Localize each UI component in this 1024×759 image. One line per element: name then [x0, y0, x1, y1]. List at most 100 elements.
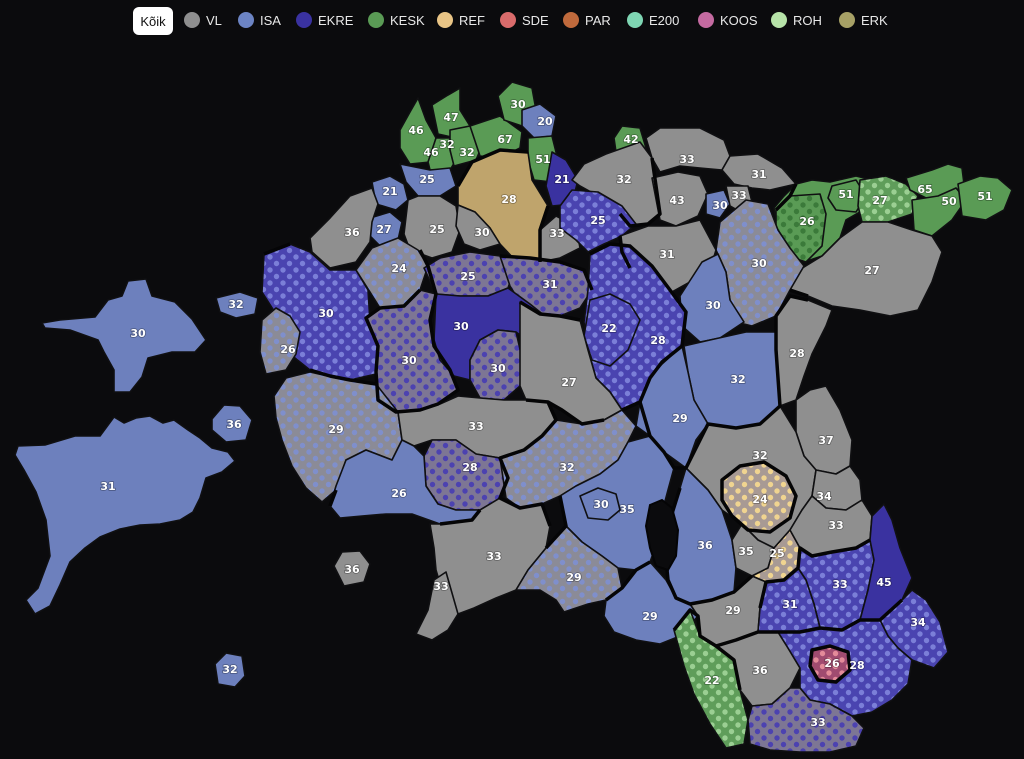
region-value-label: 36: [344, 563, 360, 576]
region-value-label: 25: [769, 547, 784, 560]
region[interactable]: [41, 278, 207, 393]
region-value-label: 30: [318, 307, 334, 320]
region-value-label: 33: [468, 420, 483, 433]
region[interactable]: [14, 415, 236, 615]
region-value-label: 67: [497, 133, 512, 146]
county-borders: [263, 148, 904, 691]
region[interactable]: [651, 171, 709, 227]
region-value-label: 30: [510, 98, 526, 111]
filter-all-button[interactable]: Kõik: [133, 7, 173, 35]
legend-label-vl: VL: [206, 12, 222, 28]
party-filter-bar: Kõik VL ISA EKRE KESK REF SDE PAR E200 K…: [0, 0, 1024, 40]
region[interactable]: [211, 404, 253, 443]
region-value-label: 28: [650, 334, 665, 347]
region[interactable]: [957, 175, 1013, 221]
legend-item-koos[interactable]: KOOS: [698, 10, 758, 30]
region[interactable]: [415, 571, 459, 641]
legend-item-erk[interactable]: ERK: [839, 10, 888, 30]
region-value-label: 29: [566, 571, 581, 584]
region-value-label: 65: [917, 183, 932, 196]
legend-item-ekre[interactable]: EKRE: [296, 10, 353, 30]
region-value-label: 43: [669, 194, 684, 207]
legend-label-e200: E200: [649, 12, 680, 28]
region-value-label: 32: [730, 373, 745, 386]
region[interactable]: [859, 503, 913, 621]
region-value-label: 36: [226, 418, 242, 431]
region-value-label: 26: [799, 215, 815, 228]
region-value-label: 24: [391, 262, 407, 275]
legend-item-e200[interactable]: E200: [627, 10, 679, 30]
region-value-label: 36: [752, 664, 768, 677]
region[interactable]: [679, 253, 745, 343]
region-value-label: 28: [501, 193, 516, 206]
region[interactable]: [355, 237, 429, 309]
legend-label-erk: ERK: [861, 12, 888, 28]
region-value-label: 34: [816, 490, 832, 503]
region[interactable]: [431, 87, 471, 139]
region[interactable]: [329, 439, 481, 525]
map-regions: [14, 81, 1013, 753]
region-value-label: 51: [977, 190, 992, 203]
region-value-label: 34: [910, 616, 926, 629]
legend-label-roh: ROH: [793, 12, 822, 28]
region[interactable]: [333, 550, 371, 587]
region[interactable]: [747, 687, 865, 753]
region-value-label: 33: [810, 716, 825, 729]
region-value-label: 28: [849, 659, 864, 672]
region-value-label: 36: [697, 539, 713, 552]
region-value-label: 27: [864, 264, 879, 277]
region-value-label: 30: [712, 199, 728, 212]
region-value-label: 30: [593, 498, 609, 511]
region[interactable]: [857, 175, 919, 223]
kesk-color-dot: [368, 12, 384, 28]
legend-item-roh[interactable]: ROH: [771, 10, 822, 30]
region[interactable]: [214, 652, 246, 688]
region-value-label: 32: [459, 146, 474, 159]
region-value-label: 36: [344, 226, 360, 239]
region-value-label: 24: [752, 493, 768, 506]
region[interactable]: [579, 487, 621, 521]
region-value-label: 30: [401, 354, 417, 367]
legend-label-par: PAR: [585, 12, 611, 28]
lake-vortsjarv: [644, 498, 680, 572]
region-value-label: 35: [738, 545, 753, 558]
legend-item-sde[interactable]: SDE: [500, 10, 549, 30]
region-value-label: 31: [100, 480, 115, 493]
region-value-label: 50: [941, 195, 957, 208]
region[interactable]: [403, 195, 461, 259]
region[interactable]: [259, 307, 301, 375]
region[interactable]: [455, 204, 501, 251]
legend-item-ref[interactable]: REF: [437, 10, 485, 30]
region-value-label: 46: [423, 146, 439, 159]
region-value-label: 32: [439, 138, 454, 151]
region-value-label: 32: [228, 298, 243, 311]
region-value-label: 31: [782, 598, 797, 611]
region[interactable]: [705, 189, 731, 219]
region[interactable]: [827, 179, 867, 213]
region-value-label: 32: [752, 449, 767, 462]
region[interactable]: [215, 291, 259, 319]
legend-item-kesk[interactable]: KESK: [368, 10, 425, 30]
region-value-label: 32: [559, 461, 574, 474]
region-value-label: 27: [561, 376, 576, 389]
legend-item-par[interactable]: PAR: [563, 10, 611, 30]
region-value-label: 29: [672, 412, 687, 425]
roh-color-dot: [771, 12, 787, 28]
region[interactable]: [469, 115, 523, 159]
region-value-label: 26: [824, 657, 840, 670]
ekre-color-dot: [296, 12, 312, 28]
legend-item-isa[interactable]: ISA: [238, 10, 281, 30]
region-value-label: 42: [623, 133, 638, 146]
legend-item-vl[interactable]: VL: [184, 10, 222, 30]
legend-label-kesk: KESK: [390, 12, 425, 28]
legend-label-ekre: EKRE: [318, 12, 354, 28]
region-value-label: 31: [751, 168, 766, 181]
region[interactable]: [309, 187, 379, 269]
sde-color-dot: [500, 12, 516, 28]
region-value-label: 33: [433, 580, 448, 593]
region-value-label: 33: [731, 189, 746, 202]
region[interactable]: [399, 163, 457, 197]
region-value-label: 25: [460, 270, 475, 283]
